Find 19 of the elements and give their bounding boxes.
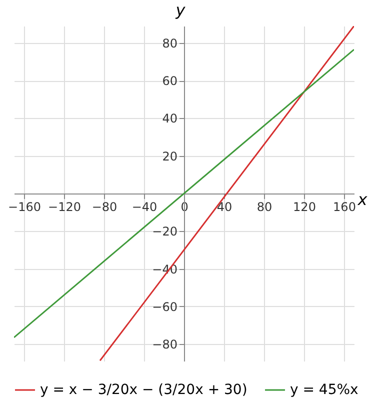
x-tick-label: −80 bbox=[92, 200, 118, 214]
x-tick-label: −120 bbox=[48, 200, 81, 214]
x-tick-label: 80 bbox=[256, 200, 272, 214]
y-tick-label: 20 bbox=[162, 149, 178, 164]
legend-label: y = x − 3/20x − (3/20x + 30) bbox=[40, 382, 248, 398]
y-tick-label: 40 bbox=[162, 112, 178, 126]
x-tick-label: −160 bbox=[8, 200, 41, 214]
x-tick-label: −40 bbox=[132, 200, 158, 214]
y-tick-label: −80 bbox=[152, 338, 178, 352]
x-tick-label: 160 bbox=[333, 200, 356, 214]
y-tick-label: −20 bbox=[152, 224, 178, 239]
legend-label: y = 45%x bbox=[290, 382, 358, 398]
y-tick-label: 60 bbox=[162, 74, 178, 88]
x-axis-title: x bbox=[356, 190, 368, 209]
y-tick-label: 80 bbox=[162, 36, 178, 50]
y-tick-label: −60 bbox=[152, 300, 178, 314]
y-axis-title: y bbox=[174, 0, 186, 20]
x-tick-label: 120 bbox=[293, 200, 316, 214]
x-tick-label: 40 bbox=[216, 200, 232, 214]
